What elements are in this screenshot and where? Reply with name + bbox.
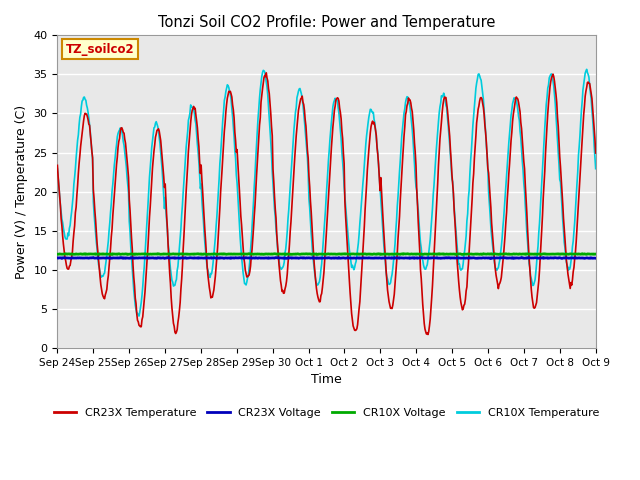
CR10X Temperature <box>135 313 143 319</box>
CR10X Voltage <box>592 251 600 257</box>
CR23X Voltage <box>118 255 126 261</box>
CR10X Temperature <box>202 257 210 263</box>
Legend: CR23X Temperature, CR23X Voltage, CR10X Voltage, CR10X Temperature: CR23X Temperature, CR23X Voltage, CR10X … <box>49 403 604 422</box>
CR23X Voltage <box>408 255 415 261</box>
CR10X Temperature <box>393 217 401 223</box>
CR23X Temperature <box>54 163 61 168</box>
CR23X Temperature <box>63 265 71 271</box>
CR10X Temperature <box>54 166 61 171</box>
Y-axis label: Power (V) / Temperature (C): Power (V) / Temperature (C) <box>15 105 28 278</box>
X-axis label: Time: Time <box>311 373 342 386</box>
CR23X Voltage <box>54 255 61 261</box>
CR10X Voltage <box>409 252 417 257</box>
CR23X Temperature <box>173 327 181 333</box>
CR23X Temperature <box>592 150 600 156</box>
CR23X Voltage <box>392 255 399 261</box>
CR10X Temperature <box>583 66 591 72</box>
CR23X Temperature <box>262 70 270 76</box>
CR10X Temperature <box>174 264 182 269</box>
CR23X Voltage <box>518 255 525 261</box>
CR10X Voltage <box>63 252 71 257</box>
Title: Tonzi Soil CO2 Profile: Power and Temperature: Tonzi Soil CO2 Profile: Power and Temper… <box>158 15 495 30</box>
Line: CR10X Temperature: CR10X Temperature <box>58 69 596 316</box>
CR10X Voltage <box>202 252 210 257</box>
CR23X Temperature <box>118 127 126 132</box>
CR10X Temperature <box>592 166 600 171</box>
CR10X Voltage <box>54 252 61 257</box>
CR10X Temperature <box>118 132 126 138</box>
CR10X Temperature <box>408 127 416 132</box>
CR23X Temperature <box>202 239 209 244</box>
CR23X Voltage <box>173 255 181 261</box>
Text: TZ_soilco2: TZ_soilco2 <box>65 43 134 56</box>
CR10X Voltage <box>174 251 182 257</box>
CR10X Voltage <box>154 251 161 257</box>
CR10X Voltage <box>394 251 401 257</box>
Line: CR23X Temperature: CR23X Temperature <box>58 73 596 335</box>
CR23X Voltage <box>63 255 71 261</box>
CR23X Temperature <box>393 262 401 267</box>
CR10X Temperature <box>63 236 71 242</box>
CR23X Temperature <box>408 109 416 115</box>
CR10X Voltage <box>118 251 126 257</box>
CR23X Voltage <box>202 255 209 261</box>
CR23X Voltage <box>486 255 494 261</box>
CR23X Temperature <box>424 332 432 337</box>
CR10X Voltage <box>204 252 211 257</box>
CR23X Voltage <box>592 255 600 261</box>
